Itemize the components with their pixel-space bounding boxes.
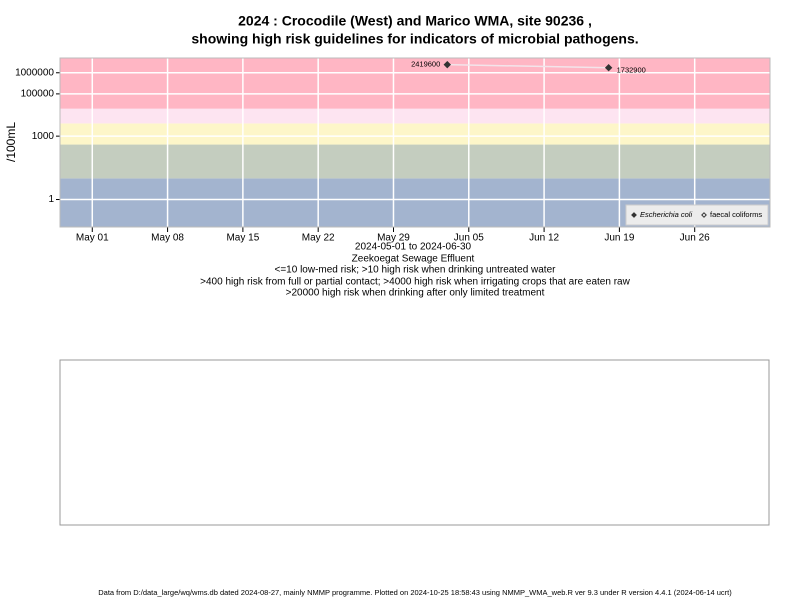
x-tick-label: Jun 26 — [680, 233, 710, 244]
y-tick-label: 1000000 — [15, 67, 54, 78]
x-tick-label: May 01 — [76, 233, 109, 244]
x-tick-label: May 22 — [302, 233, 335, 244]
plot-frame — [59, 57, 771, 228]
footer: Data from D:/data_large/wq/wms.db dated … — [98, 588, 732, 597]
y-axis-label: /100mL — [4, 122, 18, 162]
chart-title: 2024 : Crocodile (West) and Marico WMA, … — [238, 13, 592, 29]
x-tick-label: May 29 — [377, 233, 410, 244]
legend-box — [625, 204, 769, 226]
note: >20000 high risk when drinking after onl… — [286, 288, 545, 299]
risk-band — [60, 108, 770, 124]
y-tick-label: 1 — [48, 194, 54, 205]
y-tick-label: 1000 — [32, 131, 55, 142]
legend-label: Escherichia coli — [640, 210, 692, 219]
x-tick-label: Jun 19 — [604, 233, 634, 244]
risk-band — [60, 58, 770, 109]
x-tick-label: Jun 05 — [454, 233, 484, 244]
empty-panel — [59, 359, 770, 526]
note: >400 high risk from full or partial cont… — [200, 277, 630, 288]
x-tick-label: May 08 — [151, 233, 184, 244]
data-point — [604, 64, 613, 72]
y-tick-label: 100000 — [21, 89, 55, 100]
legend-label: faecal coliforms — [710, 210, 762, 219]
x-tick-label: May 15 — [226, 233, 259, 244]
site-name: Zeekoegat Sewage Effluent — [352, 254, 475, 265]
note: <=10 low-med risk; >10 high risk when dr… — [275, 265, 557, 276]
legend-marker — [701, 212, 707, 218]
risk-band — [60, 144, 770, 179]
risk-band — [60, 123, 770, 145]
data-point — [443, 60, 451, 69]
data-label: 2419600 — [411, 60, 440, 69]
x-caption: 2024-05-01 to 2024-06-30 — [355, 242, 472, 253]
legend-marker — [631, 212, 637, 218]
chart-subtitle: showing high risk guidelines for indicat… — [191, 31, 638, 47]
series-line — [447, 63, 609, 69]
data-label: 1732900 — [617, 66, 646, 75]
x-tick-label: Jun 12 — [529, 233, 559, 244]
